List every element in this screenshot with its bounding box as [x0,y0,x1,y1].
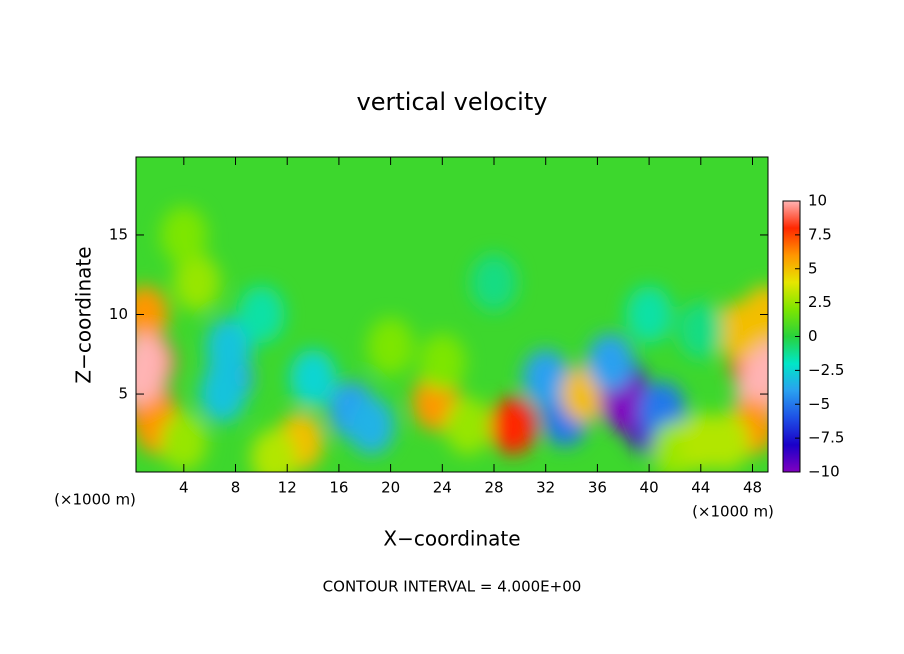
colorbar-tick-label: 10 [808,192,827,210]
y-tick-label: 10 [109,305,128,323]
x-tick-label: 36 [588,479,607,497]
x-unit: (×1000 m) [692,503,774,521]
x-tick-label: 24 [433,479,452,497]
x-tick-label: 16 [329,479,348,497]
field-blob [289,349,337,407]
x-unit: (×1000 m) [54,491,136,509]
field-blob [199,365,246,423]
field-blob [238,285,285,344]
x-tick-label: 32 [536,479,555,497]
field-blob [587,333,634,391]
field-blob [419,333,466,391]
field-blob [522,349,569,407]
y-tick-label: 15 [109,225,128,243]
field-blob [136,349,165,407]
field-blob [251,429,298,472]
colorbar-tick-label: −2.5 [808,361,844,379]
field-blob [205,317,253,375]
field-blob [160,206,208,264]
x-tick-label: 12 [278,479,297,497]
field-blob [173,254,221,312]
contour-note: CONTOUR INTERVAL = 4.000E+00 [323,578,582,596]
x-axis-label: X−coordinate [383,527,520,551]
field-blob [470,254,518,312]
field-blob [444,397,492,455]
y-tick-label: 5 [118,385,128,403]
field-blob [136,285,169,344]
field-blobs [136,206,768,472]
x-tick-label: 20 [381,479,400,497]
x-tick-label: 8 [231,479,241,497]
field-blob [160,413,208,471]
x-tick-label: 44 [691,479,710,497]
x-tick-label: 4 [179,479,189,497]
colorbar-tick-label: 5 [808,259,818,277]
x-tick-label: 28 [484,479,503,497]
colorbar-tick-label: 0 [808,327,818,345]
field-blob [677,413,725,471]
field-blob [677,301,725,360]
colorbar-tick-label: 2.5 [808,293,832,311]
colorbar-tick-label: −7.5 [808,429,844,447]
field [136,157,768,472]
colorbar-tick-label: −10 [808,463,840,481]
colorbar-tick-label: 7.5 [808,225,832,243]
field-blob [742,285,768,344]
field-blob [490,397,537,455]
x-tick-label: 40 [640,479,659,497]
chart-title: vertical velocity [357,88,548,116]
field-blob [625,285,673,344]
field-blob [347,397,395,455]
x-tick-label: 48 [743,479,762,497]
colorbar-tick-label: −5 [808,395,830,413]
y-axis-label: Z−coordinate [72,246,96,383]
field-blob [367,317,414,375]
